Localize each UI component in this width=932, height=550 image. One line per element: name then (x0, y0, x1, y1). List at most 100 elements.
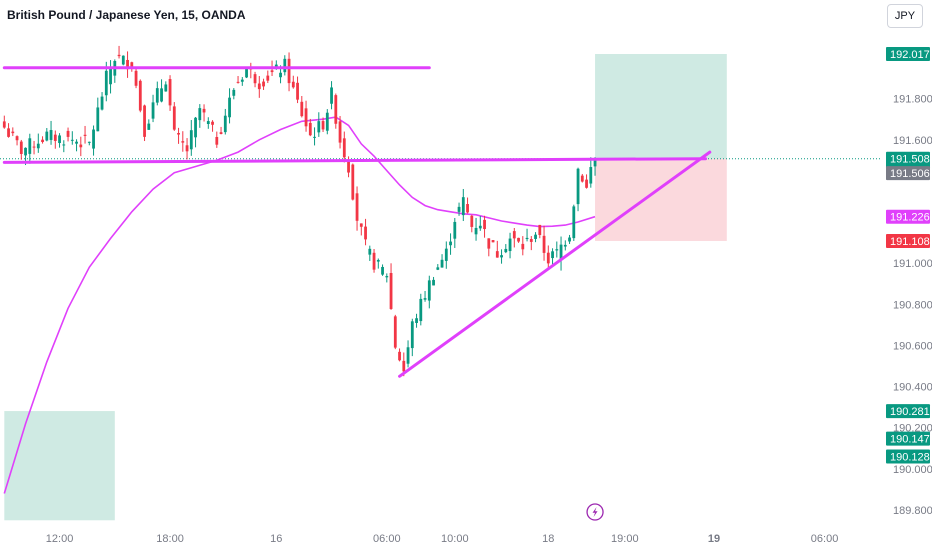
candle-body (202, 108, 206, 113)
moving-average-line (3, 116, 596, 494)
candle-body (172, 106, 176, 130)
candle-body (504, 248, 508, 253)
candle-body (79, 144, 83, 148)
candle-body (461, 197, 465, 216)
candle-body (283, 58, 287, 73)
candle-body (15, 136, 19, 141)
candle-body (164, 84, 168, 92)
candle-body (49, 130, 53, 140)
candle-body (538, 224, 542, 235)
candle-body (32, 146, 36, 148)
candle-body (330, 87, 333, 104)
candle-body (495, 251, 499, 258)
candle-body (223, 115, 227, 133)
y-tick-label: 190.800 (893, 299, 932, 311)
candle-body (483, 219, 486, 230)
candle-body (398, 351, 401, 361)
candle-body (181, 141, 185, 143)
candle-body (529, 239, 533, 242)
candle-body (317, 121, 321, 133)
price-tag (886, 404, 930, 419)
x-tick-label: 18:00 (156, 533, 184, 545)
candle-body (296, 82, 299, 100)
candle-body (19, 141, 23, 154)
candle-body (512, 231, 516, 239)
stop-zone[interactable] (595, 158, 727, 241)
candle-body (342, 138, 346, 158)
price-tag-label: 192.017 (890, 49, 930, 61)
candle-body (589, 167, 593, 184)
candle-body (500, 255, 503, 258)
candle-body (364, 226, 367, 240)
ascending-trendline[interactable] (398, 150, 712, 378)
candle-body (559, 244, 563, 261)
candle-body (304, 108, 308, 127)
candle-body (266, 75, 270, 81)
x-tick-label: 18 (542, 533, 554, 545)
candle-body (2, 121, 6, 128)
price-tag-label: 191.508 (890, 154, 930, 166)
candle-body (232, 89, 236, 96)
candle-body (351, 164, 355, 200)
candle-body (300, 101, 304, 117)
candle-body (568, 237, 571, 242)
target-zone[interactable] (595, 54, 727, 159)
candle-body (96, 107, 100, 132)
candle-body (92, 129, 95, 149)
candle-body (279, 72, 282, 78)
candle-body (130, 62, 134, 69)
candle-body (83, 134, 87, 136)
candle-body (189, 130, 193, 150)
candle-body (478, 225, 482, 229)
candle-body (151, 102, 155, 119)
candle-body (525, 237, 529, 240)
candle-body (551, 251, 554, 259)
candle-body (402, 360, 406, 372)
candle-body (427, 280, 431, 301)
candle-body (36, 143, 40, 149)
candle-body (419, 298, 423, 322)
candle-body (466, 204, 469, 213)
y-tick-label: 191.800 (893, 94, 932, 106)
x-tick-label: 12:00 (46, 533, 74, 545)
candle-body (58, 135, 61, 144)
candle-body (126, 59, 129, 70)
candle-body (347, 161, 350, 173)
candle-body (240, 79, 244, 82)
candle-body (168, 79, 172, 106)
candle-body (228, 97, 231, 118)
candle-body (262, 81, 265, 87)
prior-target-zone[interactable] (4, 411, 115, 521)
candle-body (436, 267, 440, 270)
price-tag (886, 209, 930, 224)
candle-body (359, 223, 363, 227)
support-line[interactable] (2, 157, 708, 164)
price-tag-label: 191.506 (890, 168, 930, 180)
candle-body (423, 298, 427, 300)
candle-body (253, 74, 257, 84)
price-tag (886, 431, 930, 446)
price-tag (886, 47, 930, 61)
candle-body (487, 238, 491, 249)
x-tick-label: 19 (708, 533, 720, 545)
price-tag (886, 166, 930, 181)
candle-body (62, 144, 66, 146)
candle-body (338, 121, 342, 143)
candle-body (308, 122, 312, 136)
candle-body (138, 80, 142, 111)
candle-body (87, 141, 91, 143)
candle-body (563, 244, 567, 247)
candle-body (117, 54, 121, 57)
currency-button[interactable]: JPY (887, 4, 923, 28)
candle-body (508, 238, 512, 252)
candle-body (313, 136, 316, 138)
candle-body (474, 227, 478, 235)
candle-body (7, 128, 10, 137)
candle-body (385, 276, 389, 278)
candle-body (593, 158, 597, 167)
candle-body (109, 68, 112, 85)
y-tick-label: 190.400 (893, 382, 932, 394)
candle-body (147, 123, 151, 130)
candle-body (393, 316, 397, 348)
